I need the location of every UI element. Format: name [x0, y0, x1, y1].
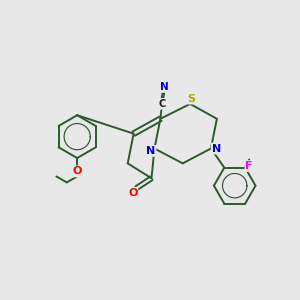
Text: O: O	[73, 167, 82, 176]
Text: O: O	[128, 188, 137, 198]
Text: N: N	[212, 143, 221, 154]
Text: F: F	[245, 161, 253, 171]
Text: N: N	[146, 146, 155, 156]
Text: S: S	[188, 94, 196, 103]
Text: N: N	[160, 82, 168, 92]
Text: C: C	[159, 99, 166, 109]
